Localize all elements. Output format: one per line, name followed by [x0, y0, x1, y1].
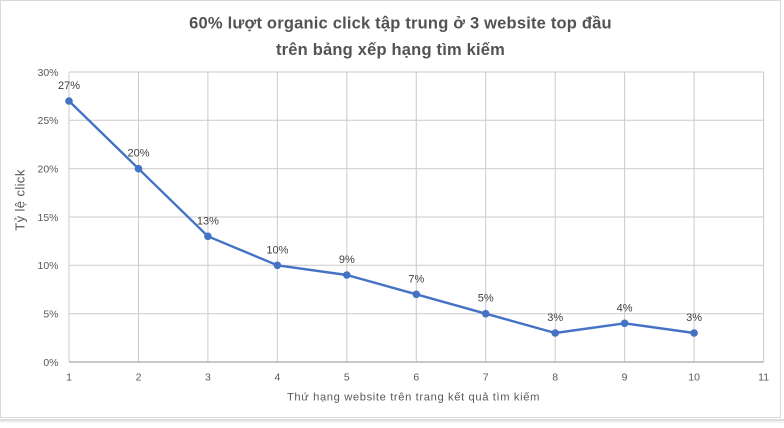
svg-text:Thứ hạng website trên trang kế: Thứ hạng website trên trang kết quả tìm … [287, 391, 540, 403]
svg-text:30%: 30% [37, 67, 58, 79]
svg-text:6: 6 [413, 372, 419, 384]
svg-text:0%: 0% [43, 357, 58, 369]
svg-text:20%: 20% [127, 148, 149, 160]
svg-text:10%: 10% [266, 244, 288, 256]
svg-text:5%: 5% [478, 293, 494, 305]
svg-text:15%: 15% [37, 212, 58, 224]
svg-text:9: 9 [622, 372, 628, 384]
svg-text:5%: 5% [43, 309, 58, 321]
svg-text:3%: 3% [547, 312, 563, 324]
svg-text:3%: 3% [686, 312, 702, 324]
svg-text:10: 10 [688, 372, 700, 384]
svg-text:3: 3 [205, 372, 211, 384]
svg-text:10%: 10% [37, 260, 58, 272]
svg-text:7: 7 [483, 372, 489, 384]
svg-text:9%: 9% [339, 254, 355, 266]
svg-text:Tỷ lệ click: Tỷ lệ click [13, 169, 28, 231]
svg-text:8: 8 [552, 372, 558, 384]
svg-text:25%: 25% [37, 115, 58, 127]
svg-text:4: 4 [274, 372, 280, 384]
svg-text:5: 5 [344, 372, 350, 384]
svg-text:4%: 4% [617, 302, 633, 314]
svg-text:20%: 20% [37, 164, 58, 176]
svg-text:13%: 13% [197, 215, 219, 227]
svg-text:27%: 27% [58, 80, 80, 92]
svg-text:1: 1 [66, 372, 72, 384]
svg-text:7%: 7% [408, 273, 424, 285]
svg-text:11: 11 [758, 372, 769, 384]
svg-text:trên bảng xếp hạng tìm kiếm: trên bảng xếp hạng tìm kiếm [276, 41, 505, 59]
svg-text:2: 2 [136, 372, 142, 384]
svg-text:60% lượt organic click tập tru: 60% lượt organic click tập trung ở 3 web… [189, 15, 612, 33]
